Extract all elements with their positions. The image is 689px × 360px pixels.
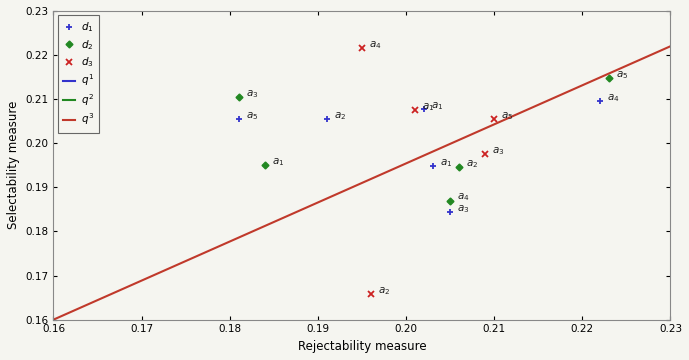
Text: $a_{1}$: $a_{1}$ [272,156,285,168]
Y-axis label: Selectability measure: Selectability measure [7,101,20,229]
Text: $a_{1}$: $a_{1}$ [422,101,434,113]
Text: $a_{2}$: $a_{2}$ [378,285,390,297]
Text: $a_{5}$: $a_{5}$ [246,110,258,122]
Text: $a_{5}$: $a_{5}$ [616,69,628,81]
Text: $a_{4}$: $a_{4}$ [369,40,382,51]
Text: $a_{2}$: $a_{2}$ [466,159,478,170]
Text: $a_{5}$: $a_{5}$ [502,110,513,122]
Legend: $d_1$, $d_2$, $d_3$, $q^1$, $q^2$, $q^3$: $d_1$, $d_2$, $d_3$, $q^1$, $q^2$, $q^3$ [58,15,99,132]
Text: $a_{1}$: $a_{1}$ [440,157,452,169]
Text: $a_{3}$: $a_{3}$ [246,88,258,100]
Text: $a_{1}$: $a_{1}$ [431,100,443,112]
Text: $a_{4}$: $a_{4}$ [457,192,470,203]
Text: $a_{3}$: $a_{3}$ [493,145,505,157]
Text: $a_{2}$: $a_{2}$ [333,110,346,122]
Text: $a_{3}$: $a_{3}$ [457,203,470,215]
X-axis label: Rejectability measure: Rejectability measure [298,340,426,353]
Text: $a_{4}$: $a_{4}$ [607,93,619,104]
